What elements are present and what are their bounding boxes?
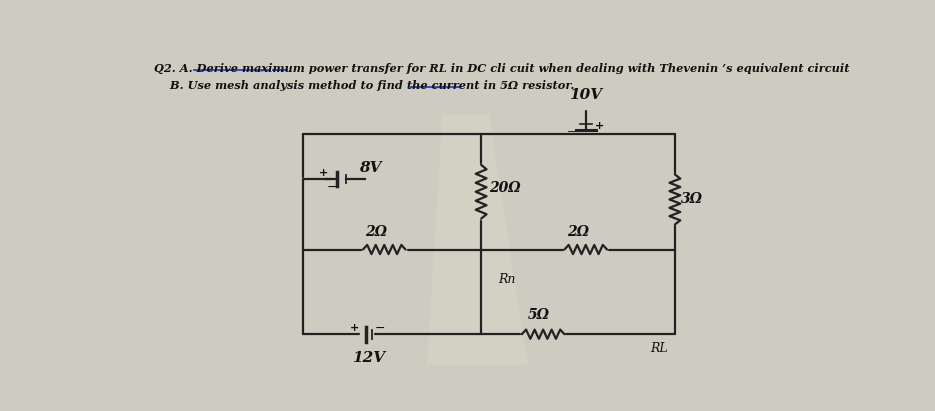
Polygon shape xyxy=(427,115,527,365)
Text: 2Ω: 2Ω xyxy=(567,225,589,239)
Text: −: − xyxy=(374,321,385,335)
Text: +: + xyxy=(319,168,327,178)
Text: 5Ω: 5Ω xyxy=(528,308,551,322)
Text: 2Ω: 2Ω xyxy=(366,225,387,239)
Text: B. Use mesh analysis method to find the current in 5Ω resistor.: B. Use mesh analysis method to find the … xyxy=(154,80,574,91)
Text: Q2. A. Derive maximum power transfer for RL in DC cli cuit when dealing with The: Q2. A. Derive maximum power transfer for… xyxy=(154,63,850,74)
Text: 12V: 12V xyxy=(352,351,385,365)
Text: −: − xyxy=(327,181,338,194)
Text: 8V: 8V xyxy=(359,161,381,175)
Text: 10V: 10V xyxy=(569,88,602,102)
Text: Rn: Rn xyxy=(498,272,515,286)
Text: −: − xyxy=(568,127,577,137)
Text: 20Ω: 20Ω xyxy=(489,181,521,195)
Text: +: + xyxy=(595,121,604,132)
Text: RL: RL xyxy=(651,342,669,355)
Text: +: + xyxy=(351,323,359,333)
Text: 3Ω: 3Ω xyxy=(681,192,703,206)
